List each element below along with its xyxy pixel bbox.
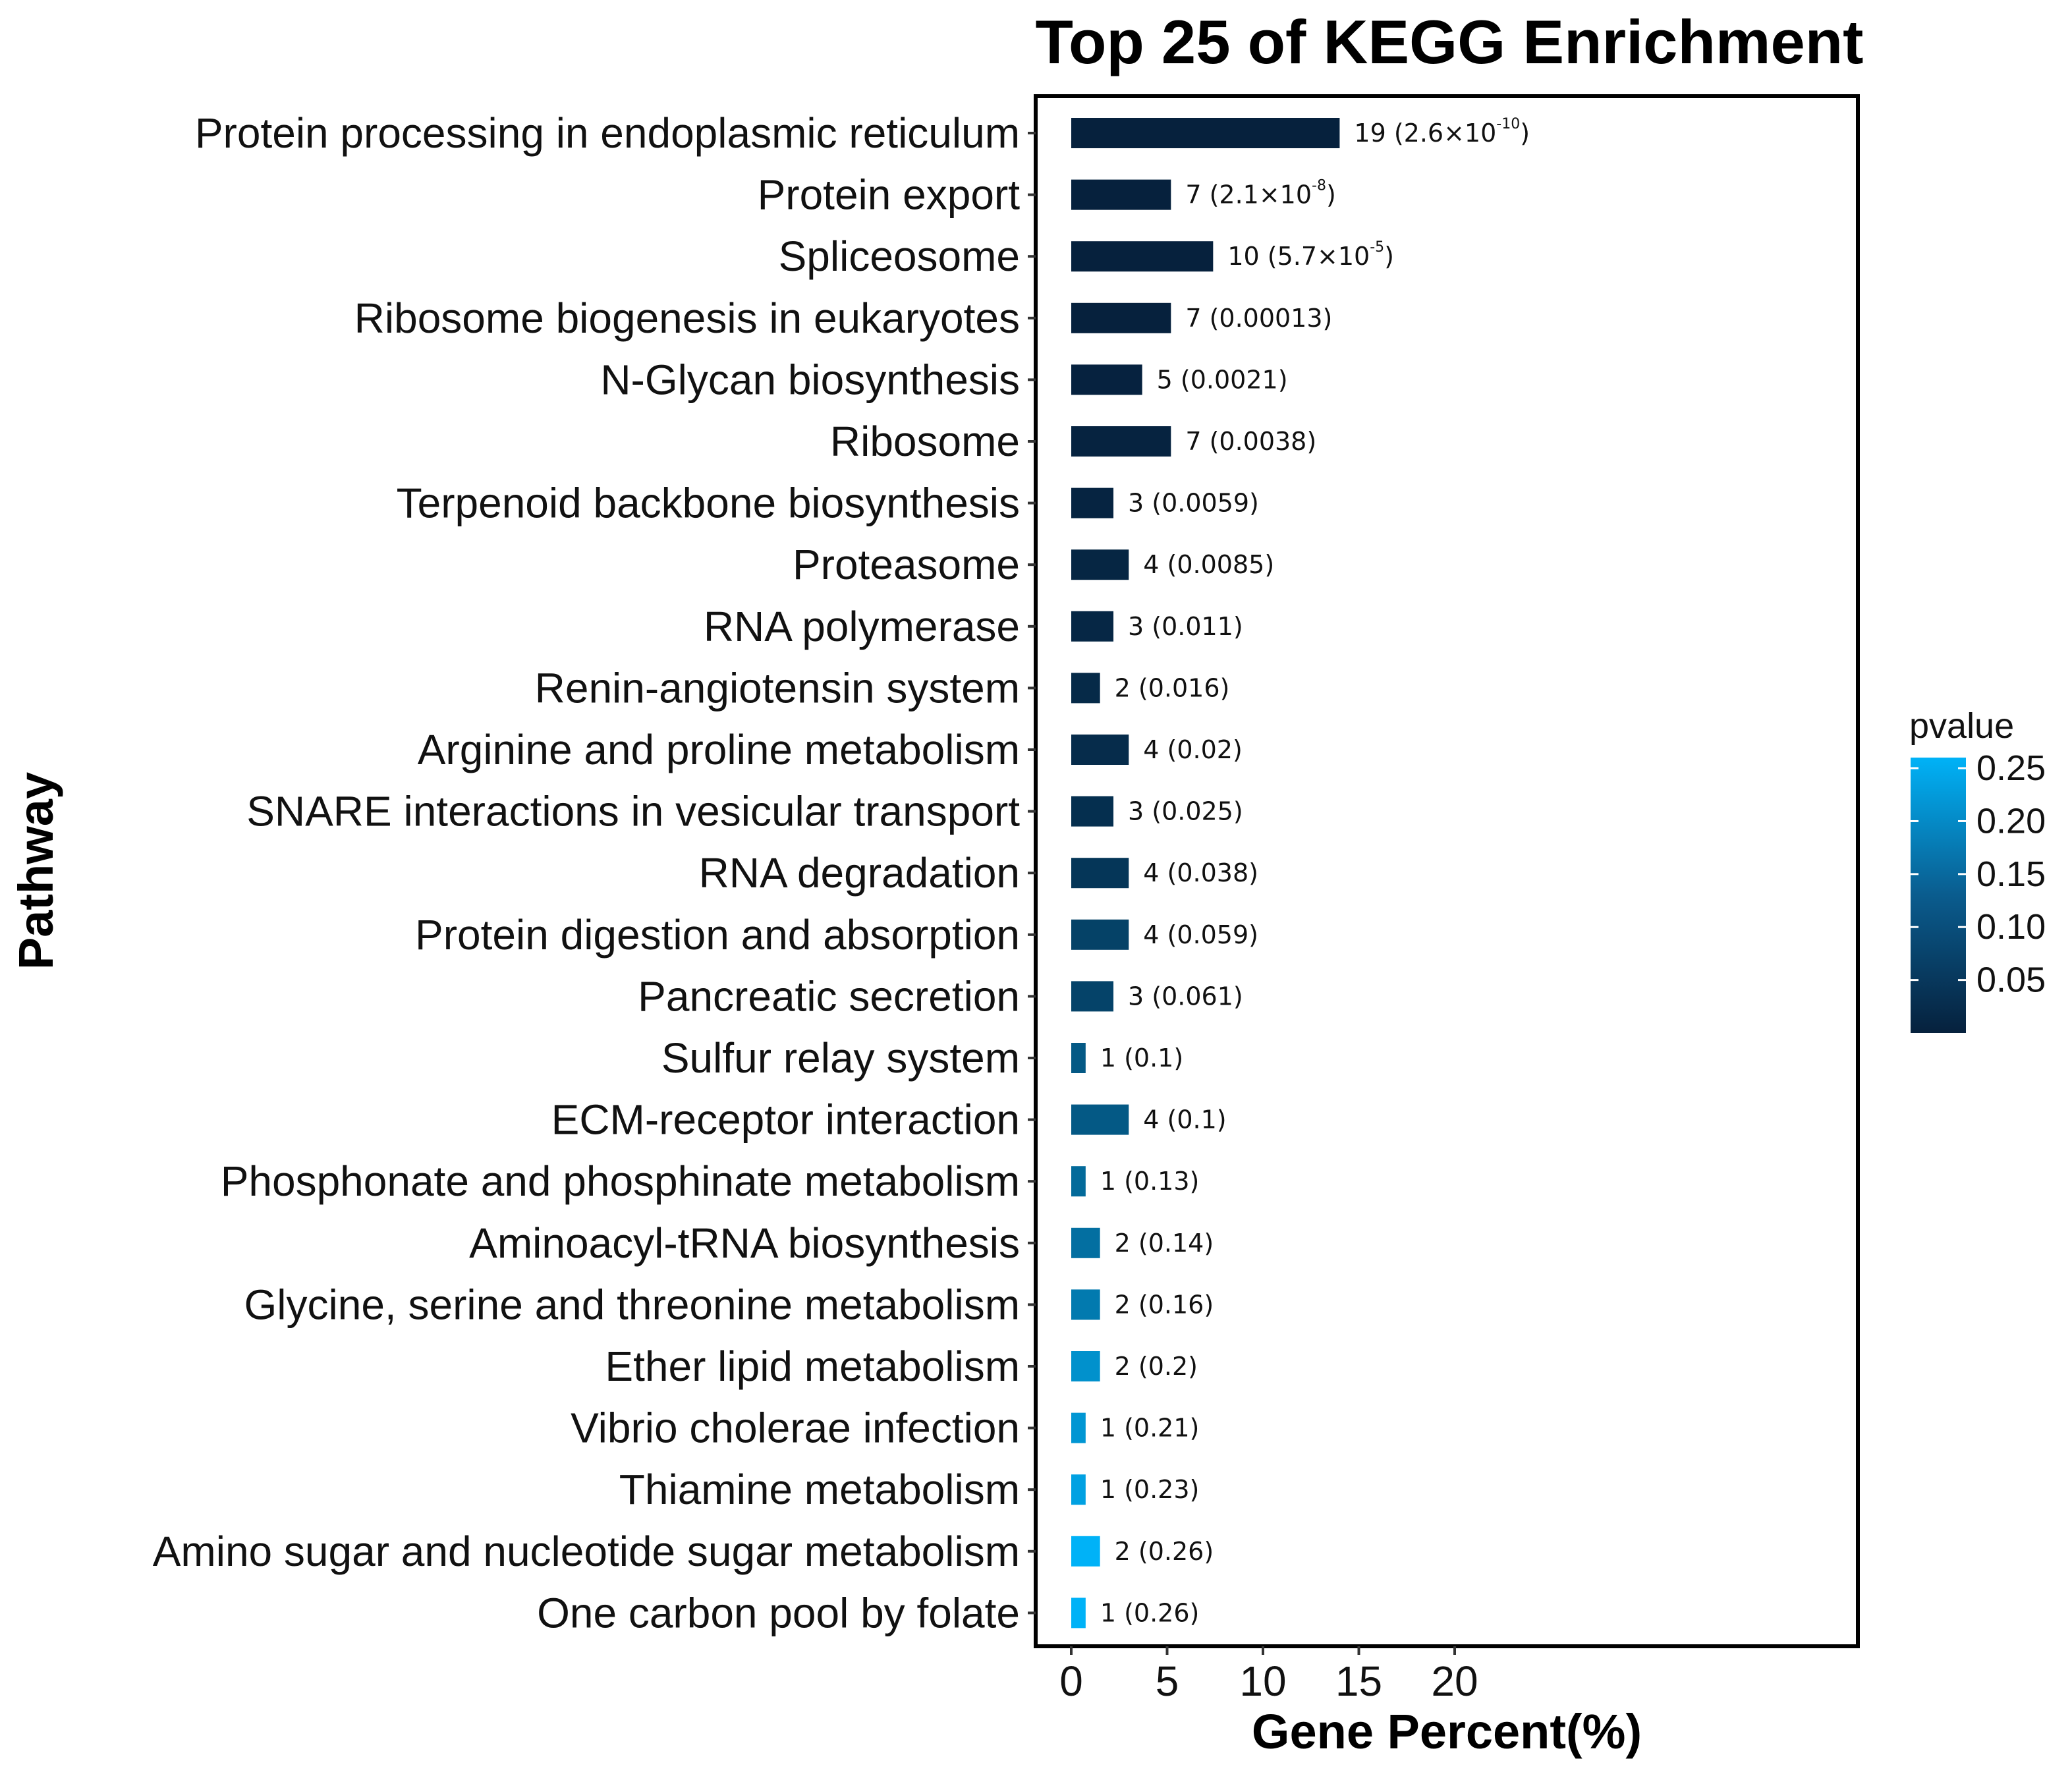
legend-tick-label: 0.05 <box>1976 960 2046 1000</box>
data-label: 3 (0.025) <box>1128 797 1243 826</box>
data-label: 4 (0.02) <box>1143 735 1243 764</box>
bar <box>1071 735 1129 765</box>
bar <box>1071 1598 1086 1628</box>
category-label: Protein digestion and absorption <box>415 911 1020 959</box>
data-label: 1 (0.21) <box>1100 1414 1200 1443</box>
category-label: Spliceosome <box>779 233 1020 280</box>
bar <box>1071 1351 1100 1381</box>
category-label: Terpenoid backbone biosynthesis <box>397 480 1020 527</box>
bar <box>1071 426 1171 457</box>
data-label: 5 (0.0021) <box>1157 365 1288 394</box>
bar <box>1071 796 1114 827</box>
data-label: 4 (0.1) <box>1143 1105 1226 1134</box>
x-tick-label: 20 <box>1431 1657 1478 1705</box>
data-label: 2 (0.16) <box>1115 1290 1214 1319</box>
bar <box>1071 858 1129 889</box>
category-label: Protein export <box>758 171 1021 219</box>
category-label: Sulfur relay system <box>661 1034 1020 1082</box>
category-label: Ether lipid metabolism <box>605 1343 1020 1390</box>
legend-tick-label: 0.25 <box>1976 748 2046 788</box>
data-label: 2 (0.14) <box>1115 1229 1214 1258</box>
x-axis-label: Gene Percent(%) <box>1252 1704 1642 1759</box>
data-label: 3 (0.0059) <box>1128 489 1259 518</box>
category-label: Phosphonate and phosphinate metabolism <box>221 1157 1020 1205</box>
category-label: Pancreatic secretion <box>638 972 1020 1020</box>
data-label: 2 (0.2) <box>1115 1352 1198 1381</box>
y-axis-label: Pathway <box>9 772 63 970</box>
bar <box>1071 1104 1129 1135</box>
data-label: 4 (0.0085) <box>1143 550 1274 579</box>
category-label: Thiamine metabolism <box>619 1466 1020 1513</box>
category-label: Protein processing in endoplasmic reticu… <box>195 109 1020 157</box>
bar <box>1071 1227 1100 1258</box>
bar <box>1071 1474 1086 1505</box>
bar <box>1071 673 1100 704</box>
category-label: SNARE interactions in vesicular transpor… <box>246 788 1020 835</box>
data-label: 1 (0.26) <box>1100 1598 1200 1627</box>
category-label: Renin-angiotensin system <box>535 664 1020 711</box>
legend-tick-label: 0.20 <box>1976 801 2046 841</box>
bar <box>1071 241 1214 272</box>
x-tick-label: 15 <box>1335 1657 1382 1705</box>
data-label: 1 (0.1) <box>1100 1043 1183 1072</box>
data-label: 4 (0.038) <box>1143 858 1258 887</box>
category-label: Proteasome <box>793 541 1020 588</box>
data-label: 4 (0.059) <box>1143 920 1258 949</box>
x-tick-label: 5 <box>1156 1657 1179 1705</box>
bar <box>1071 179 1171 210</box>
data-label: 7 (2.1×10-8) <box>1185 177 1335 209</box>
pvalue-legend: pvalue 0.25 0.20 0.15 0.10 0.05 <box>1909 706 2046 1033</box>
bar <box>1071 549 1129 580</box>
category-label: RNA degradation <box>699 849 1020 897</box>
category-label: N-Glycan biosynthesis <box>600 356 1020 403</box>
legend-colorbar <box>1911 758 1966 1033</box>
legend-tick-label: 0.15 <box>1976 854 2046 894</box>
bar <box>1071 1536 1100 1567</box>
category-label: RNA polymerase <box>704 603 1020 650</box>
legend-title: pvalue <box>1909 706 2014 746</box>
category-label: Arginine and proline metabolism <box>418 726 1020 773</box>
data-label: 3 (0.011) <box>1128 612 1243 641</box>
category-label: Aminoacyl-tRNA biosynthesis <box>469 1219 1020 1267</box>
chart-title: Top 25 of KEGG Enrichment <box>1036 7 1864 76</box>
bar <box>1071 1412 1086 1443</box>
category-label: ECM-receptor interaction <box>551 1096 1020 1144</box>
bar <box>1071 302 1171 333</box>
data-label: 2 (0.016) <box>1115 673 1230 702</box>
category-label: Ribosome <box>830 418 1020 465</box>
x-tick-label: 0 <box>1059 1657 1083 1705</box>
data-label: 7 (0.0038) <box>1185 427 1316 456</box>
category-label: Amino sugar and nucleotide sugar metabol… <box>153 1528 1020 1575</box>
legend-tick-label: 0.10 <box>1976 907 2046 947</box>
bar <box>1071 1166 1086 1197</box>
data-label: 7 (0.00013) <box>1185 304 1332 333</box>
bar <box>1071 118 1340 148</box>
x-tick-label: 10 <box>1239 1657 1286 1705</box>
data-label: 10 (5.7×10-5) <box>1227 239 1394 271</box>
data-label: 1 (0.23) <box>1100 1475 1200 1504</box>
bar <box>1071 919 1129 950</box>
category-label: Vibrio cholerae infection <box>571 1405 1020 1452</box>
plot-frame <box>1034 94 1860 1648</box>
data-label: 2 (0.26) <box>1115 1537 1214 1566</box>
bar <box>1071 1043 1086 1073</box>
bar <box>1071 487 1114 518</box>
category-label: Ribosome biogenesis in eukaryotes <box>354 294 1020 342</box>
bar <box>1071 364 1142 395</box>
category-label: Glycine, serine and threonine metabolism <box>244 1281 1021 1328</box>
category-label: One carbon pool by folate <box>537 1589 1020 1636</box>
data-label: 1 (0.13) <box>1100 1167 1200 1196</box>
data-label: 3 (0.061) <box>1128 982 1243 1011</box>
bar <box>1071 611 1114 642</box>
bar <box>1071 981 1114 1012</box>
data-label: 19 (2.6×10-10) <box>1354 116 1530 148</box>
bar <box>1071 1289 1100 1320</box>
